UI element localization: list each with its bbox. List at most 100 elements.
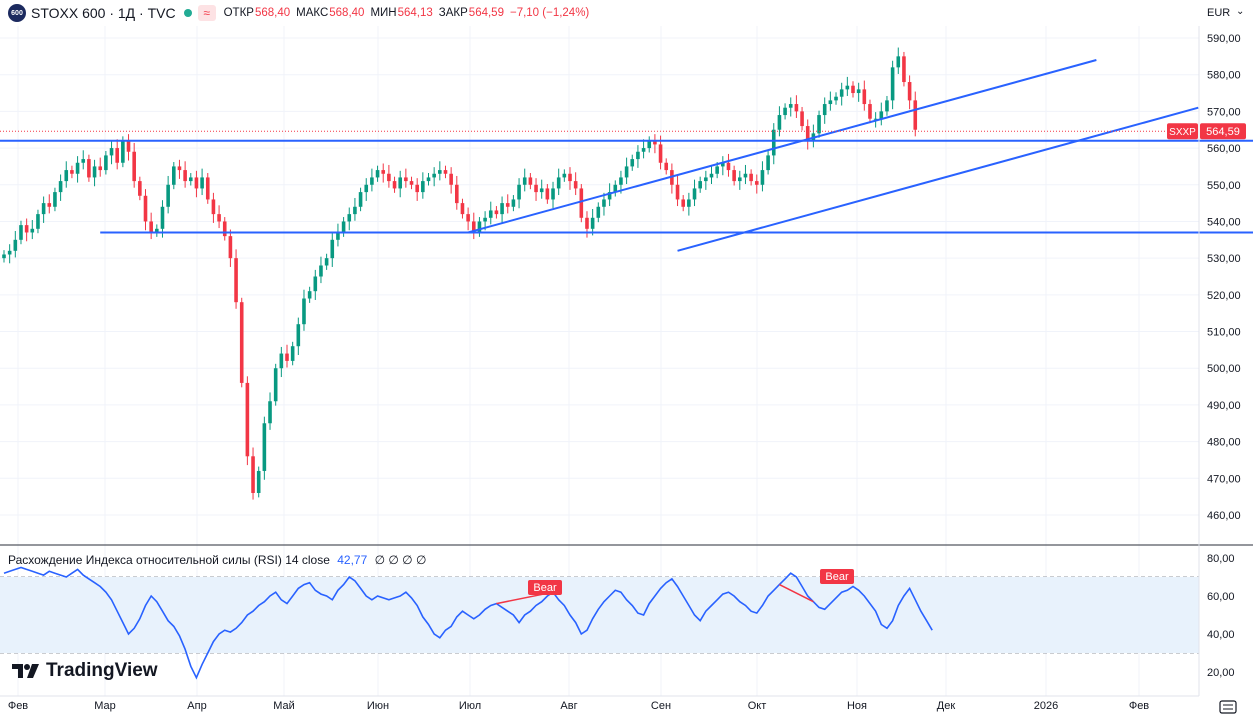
candle-body: [279, 353, 284, 369]
time-tick-label: Фев: [1129, 700, 1149, 712]
candle-body: [104, 155, 108, 171]
candle-body: [596, 206, 601, 218]
candle-body: [613, 184, 618, 193]
settings-icon[interactable]: [1219, 700, 1237, 714]
candle-body: [658, 144, 663, 163]
candle-body: [109, 148, 114, 156]
candle-body: [466, 214, 470, 222]
candle-body: [7, 250, 12, 255]
candle-body: [364, 184, 369, 193]
candle-body: [602, 199, 606, 207]
candle-body: [404, 177, 408, 182]
channel-upper-line: [467, 59, 1097, 234]
candle-body: [262, 423, 267, 471]
candle-body: [828, 100, 833, 105]
price-tick-label: 480,00: [1207, 437, 1241, 449]
chevron-down-icon[interactable]: ⌄: [1236, 6, 1245, 17]
candle-body: [19, 225, 23, 240]
brand-text: TradingView: [46, 660, 158, 681]
time-tick-label: Май: [273, 700, 295, 712]
candle-body: [788, 104, 793, 108]
candle-body: [70, 170, 74, 174]
candle-body: [517, 184, 521, 200]
open-value: 568,40: [254, 7, 291, 19]
candle-body: [783, 107, 787, 116]
last-price-box: [1200, 123, 1246, 140]
candle-body: [302, 298, 306, 325]
candle-body: [251, 456, 255, 493]
candle-body: [698, 181, 702, 189]
candle-body: [115, 148, 119, 163]
candle-body: [500, 203, 504, 215]
candle-body: [313, 276, 318, 292]
tradingview-logo-icon: [12, 664, 39, 678]
candle-body: [675, 184, 680, 200]
candle-body: [183, 170, 187, 182]
time-tick-label: Апр: [187, 700, 206, 712]
bear-label: Bear: [825, 571, 849, 583]
candle-body: [375, 170, 380, 178]
bear-divergence-line: [779, 583, 814, 603]
time-tick-label: Ноя: [847, 700, 867, 712]
candle-body: [245, 382, 250, 457]
candle-body: [166, 184, 170, 207]
candle-body: [851, 85, 855, 94]
candle-body: [766, 155, 770, 171]
candle-body: [409, 181, 414, 185]
candle-body: [709, 173, 714, 178]
candle-body: [330, 239, 335, 259]
price-tick-label: 490,00: [1207, 400, 1241, 412]
rsi-tick-label: 80,00: [1207, 553, 1235, 565]
candle-body: [239, 302, 244, 383]
candle-body: [590, 217, 595, 229]
tradingview-logo[interactable]: TradingView: [12, 660, 158, 682]
candle-body: [319, 265, 323, 277]
price-tick-label: 530,00: [1207, 253, 1241, 265]
candle-body: [551, 188, 555, 200]
candle-body: [149, 221, 153, 233]
symbol-title[interactable]: STOXX 600 · 1Д · TVC: [31, 5, 176, 21]
price-tick-label: 560,00: [1207, 143, 1241, 155]
candle-body: [36, 214, 40, 229]
wave-icon[interactable]: ≈: [197, 5, 216, 21]
candle-body: [455, 184, 459, 204]
candle-body: [188, 177, 193, 182]
candle-body: [353, 206, 357, 215]
price-tick-label: 520,00: [1207, 290, 1241, 302]
bear-label-box: [820, 569, 854, 584]
rsi-header[interactable]: Расхождение Индекса относительной силы (…: [8, 553, 426, 567]
candle-body: [913, 100, 918, 130]
candle-body: [483, 217, 487, 222]
low-value: 564,13: [397, 7, 433, 19]
candle-body: [522, 177, 527, 185]
candle-body: [347, 214, 352, 222]
candle-body: [856, 89, 861, 94]
candle-body: [81, 159, 86, 163]
candle-body: [336, 232, 340, 240]
candle-body: [228, 236, 233, 259]
rsi-tick-label: 60,00: [1207, 591, 1235, 603]
candle-body: [290, 346, 295, 361]
candle-body: [624, 166, 629, 178]
price-tick-label: 550,00: [1207, 180, 1241, 192]
rsi-placeholders: ∅ ∅ ∅ ∅: [374, 553, 427, 567]
candle-body: [273, 368, 278, 402]
channel-lower-line: [677, 106, 1199, 252]
candle-body: [568, 173, 572, 182]
candle-body: [268, 401, 272, 424]
candle-body: [205, 177, 210, 200]
close-value: 564,59: [468, 7, 504, 19]
candle-body: [687, 199, 691, 207]
currency-selector[interactable]: EUR: [1207, 7, 1231, 19]
candle-body: [217, 214, 221, 222]
rsi-band: [0, 577, 1199, 653]
candle-body: [177, 166, 182, 171]
candle-body: [732, 170, 736, 182]
change-value: −7,10 (−1,24%): [509, 7, 590, 19]
candle-body: [579, 188, 584, 218]
candle-body: [743, 173, 748, 178]
time-tick-label: Авг: [560, 700, 577, 712]
candle-body: [432, 173, 436, 178]
